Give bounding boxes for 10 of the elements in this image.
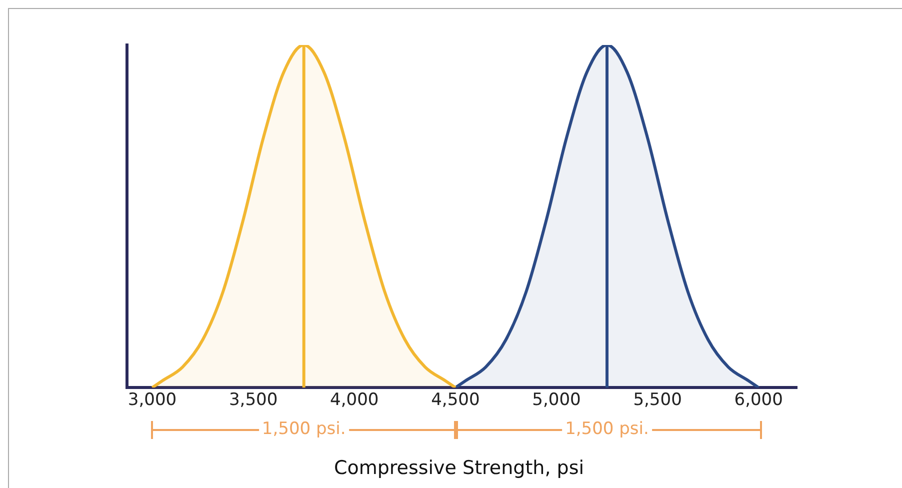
x-tick-label: 5,500 <box>633 390 682 410</box>
x-tick-label: 6,000 <box>734 390 783 410</box>
x-tick-label: 5,000 <box>532 390 581 410</box>
text: 1,500 psi. <box>258 419 349 439</box>
x-tick-label: 3,000 <box>128 390 177 410</box>
x-tick-label: 4,000 <box>330 390 379 410</box>
text: 1,500 psi. <box>562 419 652 439</box>
x-tick-label: 4,500 <box>431 390 480 410</box>
x-axis-title: Compressive Strength, psi <box>332 457 586 479</box>
x-tick-label: 3,500 <box>228 390 278 410</box>
